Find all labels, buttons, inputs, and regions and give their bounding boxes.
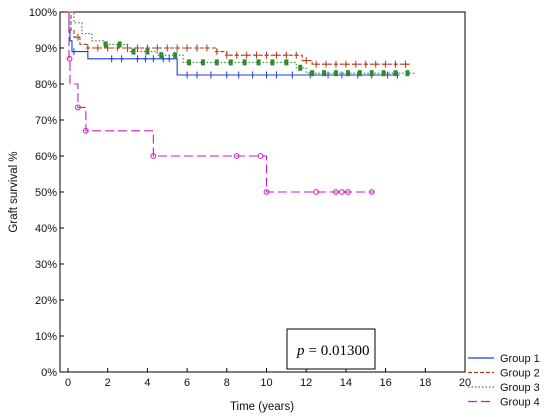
x-tick-label: 16 bbox=[379, 377, 391, 389]
y-axis-title: Graft survival % bbox=[8, 151, 20, 232]
x-tick-label: 0 bbox=[65, 377, 71, 389]
series-group-4 bbox=[66, 11, 375, 195]
p-value-symbol: p bbox=[296, 343, 305, 359]
series-group-3 bbox=[68, 11, 416, 77]
x-tick-label: 6 bbox=[184, 377, 190, 389]
legend-label-group-2: Group 2 bbox=[500, 368, 540, 380]
censor-mark bbox=[187, 59, 192, 66]
p-value-text: = 0.01300 bbox=[309, 343, 370, 359]
censor-mark bbox=[103, 41, 108, 48]
censor-mark bbox=[145, 48, 150, 55]
censor-mark bbox=[322, 70, 327, 77]
censor-mark bbox=[345, 70, 350, 77]
legend-label-group-4: Group 4 bbox=[500, 397, 540, 409]
y-tick-label: 10% bbox=[35, 331, 57, 343]
censor-mark bbox=[82, 127, 89, 134]
y-tick-label: 60% bbox=[35, 151, 57, 163]
x-tick-label: 20 bbox=[459, 377, 471, 389]
censor-mark bbox=[333, 70, 338, 77]
censor-mark bbox=[200, 59, 205, 66]
censor-mark bbox=[75, 104, 81, 111]
censor-mark bbox=[173, 52, 178, 59]
censor-mark bbox=[393, 70, 398, 77]
survival-curves bbox=[66, 11, 416, 195]
censor-mark bbox=[357, 70, 362, 77]
y-tick-label: 80% bbox=[35, 79, 57, 91]
y-tick-label: 70% bbox=[35, 115, 57, 127]
x-axis-ticks: 0 2 4 6 8 10 12 14 16 18 20 bbox=[65, 368, 471, 389]
y-axis-ticks: 0% 10% 20% 30% 40% 50% 60% 70% 80% 90% 100% bbox=[29, 7, 64, 379]
p-value-box: p = 0.01300 bbox=[286, 328, 376, 370]
x-tick-label: 12 bbox=[300, 377, 312, 389]
x-axis-title: Time (years) bbox=[230, 401, 294, 413]
x-tick-label: 18 bbox=[419, 377, 431, 389]
censor-mark bbox=[310, 70, 315, 77]
censor-mark bbox=[381, 70, 386, 77]
series-group-2 bbox=[68, 11, 412, 68]
censor-mark bbox=[339, 189, 345, 195]
censor-mark bbox=[333, 189, 339, 195]
censor-mark bbox=[298, 64, 303, 71]
censor-mark bbox=[369, 70, 374, 77]
x-tick-label: 8 bbox=[224, 377, 230, 389]
censor-mark bbox=[117, 41, 122, 48]
x-tick-label: 10 bbox=[260, 377, 272, 389]
censor-mark bbox=[214, 59, 219, 66]
svg-text:p= 0.01300: p = 0.01300 bbox=[296, 343, 369, 359]
censor-mark bbox=[150, 153, 157, 159]
legend-label-group-1: Group 1 bbox=[500, 353, 540, 365]
legend: Group 1 Group 2 Group 3 Group 4 bbox=[468, 353, 540, 409]
x-tick-label: 14 bbox=[340, 377, 352, 389]
y-tick-label: 90% bbox=[35, 43, 57, 55]
plot-frame bbox=[59, 11, 466, 373]
censor-mark bbox=[242, 59, 247, 66]
censor-mark bbox=[159, 52, 164, 59]
censor-mark bbox=[270, 59, 275, 66]
censor-mark bbox=[344, 189, 351, 195]
censor-mark bbox=[233, 153, 240, 159]
censor-mark bbox=[263, 189, 270, 195]
survival-curve-group-2 bbox=[68, 11, 412, 65]
y-tick-label: 100% bbox=[29, 7, 57, 19]
censor-mark bbox=[313, 189, 320, 195]
x-tick-label: 2 bbox=[105, 377, 111, 389]
censor-mark bbox=[66, 55, 73, 62]
censor-mark bbox=[256, 59, 261, 66]
censor-mark bbox=[405, 70, 410, 77]
censor-mark bbox=[368, 189, 375, 195]
y-tick-label: 30% bbox=[35, 259, 57, 271]
y-tick-label: 40% bbox=[35, 223, 57, 235]
censor-mark bbox=[284, 59, 289, 66]
y-tick-label: 0% bbox=[41, 367, 57, 379]
survival-curve-group-4 bbox=[68, 11, 374, 193]
x-tick-label: 4 bbox=[144, 377, 150, 389]
y-tick-label: 20% bbox=[35, 295, 57, 307]
censor-mark bbox=[131, 48, 136, 55]
y-tick-label: 50% bbox=[35, 187, 57, 199]
legend-label-group-3: Group 3 bbox=[500, 382, 540, 394]
censor-mark bbox=[257, 153, 264, 159]
survival-curve-group-3 bbox=[68, 11, 416, 74]
censor-mark bbox=[228, 59, 233, 66]
